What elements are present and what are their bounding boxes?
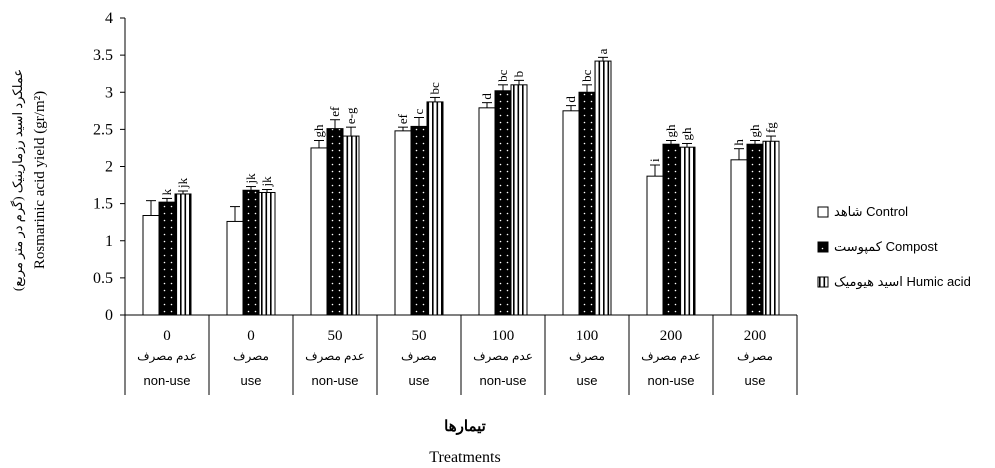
- category-label-persian: عدم مصرف: [137, 349, 197, 363]
- significance-letter: jk: [175, 177, 190, 189]
- bar: [662, 143, 680, 316]
- significance-letter: ef: [395, 113, 410, 124]
- bar: [562, 110, 580, 316]
- bar: [394, 130, 412, 316]
- y-tick-label: 0.5: [93, 270, 113, 287]
- y-tick-label: 1: [105, 233, 113, 250]
- category-level-label: 100: [492, 328, 515, 344]
- category-level-label: 50: [328, 328, 343, 344]
- category-label-persian: عدم مصرف: [641, 349, 701, 363]
- legend-entry: اسید هیومیک Humic acid: [834, 274, 971, 290]
- category-label-persian: مصرف: [737, 349, 773, 363]
- legend-swatch: [817, 206, 829, 218]
- bar: [746, 143, 764, 316]
- legend-entry: شاهد Control: [834, 204, 908, 219]
- bar: [426, 101, 444, 316]
- bar: [242, 189, 260, 316]
- category-label-english: non-use: [312, 373, 359, 388]
- significance-letter: d: [479, 93, 494, 100]
- bar: [342, 135, 360, 316]
- category-level-label: 0: [163, 328, 171, 344]
- category-level-label: 200: [744, 328, 767, 344]
- y-tick-label: 4: [105, 10, 113, 27]
- category-level-label: 0: [247, 328, 255, 344]
- category-label-persian: عدم مصرف: [305, 349, 365, 363]
- category-label-english: use: [745, 373, 766, 388]
- bar: [730, 159, 748, 316]
- significance-letter: a: [595, 48, 610, 54]
- y-tick-label: 3.5: [93, 47, 113, 64]
- bar: [646, 175, 664, 316]
- legend-entry: کمپوست Compost: [834, 239, 938, 255]
- y-tick-label: 2.5: [93, 121, 113, 138]
- y-tick-label: 2: [105, 159, 113, 176]
- category-label-english: use: [577, 373, 598, 388]
- significance-letter: h: [731, 139, 746, 146]
- bar: [226, 220, 244, 316]
- bar: [326, 128, 344, 316]
- significance-letter: jk: [259, 176, 274, 188]
- significance-letter: e-g: [343, 107, 358, 124]
- bar: [578, 91, 596, 316]
- bar: [310, 147, 328, 316]
- significance-letter: d: [563, 96, 578, 103]
- category-label-persian: مصرف: [233, 349, 269, 363]
- category-label-english: non-use: [144, 373, 191, 388]
- bar: [174, 193, 192, 316]
- category-label-english: use: [409, 373, 430, 388]
- category-label-persian: مصرف: [569, 349, 605, 363]
- x-axis-label-persian: تیمارها: [444, 419, 486, 435]
- y-axis-label-english: Rosmarinic acid yield (gr/m²): [32, 91, 48, 269]
- category-label-english: non-use: [648, 373, 695, 388]
- category-level-label: 200: [660, 328, 683, 344]
- significance-letter: k: [159, 188, 174, 195]
- bar: [678, 146, 696, 316]
- significance-letter: c: [411, 108, 426, 114]
- y-tick-label: 3: [105, 84, 113, 101]
- bar: [142, 215, 160, 316]
- significance-letter: gh: [747, 124, 762, 138]
- significance-letter: bc: [495, 69, 510, 82]
- category-level-label: 100: [576, 328, 599, 344]
- bar: [594, 60, 612, 316]
- significance-letter: gh: [679, 127, 694, 141]
- significance-letter: ef: [327, 106, 342, 117]
- x-axis-label-english: Treatments: [429, 449, 500, 466]
- significance-letter: bc: [427, 82, 442, 95]
- bar: [258, 191, 276, 316]
- category-label-persian: عدم مصرف: [473, 349, 533, 363]
- category-label-persian: مصرف: [401, 349, 437, 363]
- category-label-english: non-use: [480, 373, 527, 388]
- plot-area: 0 0.5 1 1.5 2 2.5 3 3.5 4 0 عدم مصرف non-use 0 مصرف us…: [93, 10, 798, 395]
- category-level-label: 50: [412, 328, 427, 344]
- bar: [410, 125, 428, 316]
- y-tick-label: 1.5: [93, 196, 113, 213]
- legend-swatch: [817, 276, 829, 288]
- bar: [762, 140, 780, 316]
- bar: [158, 201, 176, 316]
- bar: [494, 90, 512, 316]
- significance-letter: jk: [243, 173, 258, 185]
- significance-letter: gh: [663, 124, 678, 138]
- legend: شاهد Control کمپوست Compost اسید هیومیک Hu…: [817, 204, 971, 290]
- category-label-english: use: [241, 373, 262, 388]
- bar: [478, 107, 496, 316]
- y-tick-label: 0: [105, 307, 113, 324]
- legend-swatch: [817, 241, 829, 253]
- significance-letter: gh: [311, 124, 326, 138]
- significance-letter: b: [511, 71, 526, 78]
- significance-letter: bc: [579, 69, 594, 82]
- significance-letter: i: [647, 158, 662, 162]
- bar: [510, 84, 528, 316]
- significance-letter: fg: [763, 122, 778, 133]
- y-axis-label-persian: عملکرد اسید رزمارینیک (گرم در متر مربع): [10, 69, 26, 291]
